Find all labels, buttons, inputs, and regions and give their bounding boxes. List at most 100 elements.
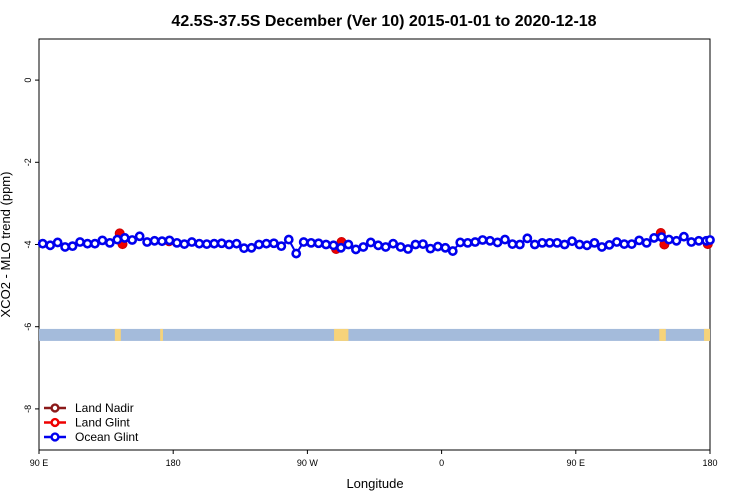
ocean-glint-point-30 — [261, 238, 272, 249]
ocean-glint-point-44 — [365, 237, 376, 248]
ocean-glint-point-76 — [604, 240, 615, 250]
land-segment-3 — [659, 328, 666, 341]
ocean-glint-point-56 — [455, 237, 466, 248]
ocean-glint-point-65 — [522, 233, 533, 244]
ocean-glint-point-74 — [589, 237, 600, 248]
ocean-glint-point-79 — [626, 239, 637, 249]
ocean-glint-point-43 — [358, 242, 369, 252]
ocean-band — [39, 328, 710, 341]
y-axis: 0 -2 -4 -6 -8 — [23, 78, 39, 413]
land-segment-1 — [160, 328, 163, 341]
ocean-glint-point-52 — [425, 243, 436, 254]
ocean-glint-point-66 — [529, 239, 540, 250]
ocean-glint-point-84 — [664, 234, 674, 245]
ocean-glint-point-23 — [209, 238, 220, 249]
ocean-glint-point-24 — [216, 238, 227, 249]
ocean-glint-point-45 — [373, 240, 384, 251]
y-tick-label-1: -2 — [23, 158, 33, 166]
ocean-glint-point-1 — [45, 240, 56, 251]
ocean-glint-point-35 — [298, 237, 309, 247]
ocean-glint-point-81 — [641, 237, 652, 248]
ocean-glint-point-17 — [164, 235, 175, 246]
ocean-glint-point-50 — [410, 239, 421, 250]
ocean-glint-point-64 — [514, 239, 525, 250]
ocean-glint-point-40 — [336, 242, 346, 253]
x-tick-label-0: 90 E — [30, 458, 49, 468]
ocean-glint-point-48 — [395, 242, 406, 252]
ocean-glint-point-85 — [671, 235, 682, 246]
land-segment-0 — [114, 328, 121, 341]
ocean-glint-point-49 — [403, 244, 413, 254]
ocean-glint-point-26 — [231, 238, 242, 249]
ocean-glint-point-25 — [224, 239, 235, 250]
y-tick-label-2: -4 — [23, 240, 33, 248]
legend-item-ocean-glint: Ocean Glint — [44, 430, 139, 444]
x-tick-label-5: 180 — [702, 458, 717, 468]
land-segment-2 — [334, 328, 349, 341]
ocean-glint-point-20 — [186, 237, 197, 247]
ocean-glint-point-60 — [485, 235, 495, 246]
ocean-glint-point-87 — [686, 237, 697, 247]
ocean-glint-point-86 — [679, 231, 689, 242]
y-tick-label-3: -6 — [23, 323, 33, 331]
ocean-glint-point-12 — [127, 235, 138, 245]
ocean-glint-point-63 — [507, 239, 518, 249]
ocean-glint-point-21 — [194, 238, 205, 249]
ocean-glint-point-28 — [246, 242, 257, 253]
ocean-glint-point-14 — [142, 237, 153, 247]
ocean-glint-point-88 — [693, 235, 704, 246]
ocean-glint-point-53 — [432, 241, 443, 252]
ocean-glint-point-7 — [90, 238, 100, 249]
ocean-glint-point-27 — [239, 243, 249, 254]
ocean-glint-point-9 — [104, 237, 115, 248]
ocean-glint-point-16 — [157, 236, 167, 247]
ocean-glint-point-73 — [582, 240, 592, 251]
x-axis-label: Longitude — [346, 476, 403, 491]
legend-marker — [50, 403, 60, 413]
legend-label: Ocean Glint — [75, 430, 139, 444]
series-layer — [37, 227, 715, 259]
ocean-glint-point-42 — [350, 244, 361, 255]
legend-label: Land Glint — [75, 416, 130, 430]
legend-marker — [50, 432, 60, 442]
ocean-glint-point-10 — [112, 234, 123, 245]
x-tick-label-4: 90 E — [567, 458, 586, 468]
ocean-glint-point-31 — [268, 238, 279, 249]
ocean-glint-point-18 — [172, 237, 182, 248]
ocean-glint-point-8 — [97, 235, 108, 246]
ocean-glint-point-77 — [611, 237, 622, 247]
ocean-glint-point-57 — [462, 237, 473, 248]
ocean-glint-point-72 — [574, 239, 585, 250]
ocean-glint-point-75 — [596, 242, 607, 252]
ocean-glint-point-59 — [477, 235, 488, 245]
x-tick-label-1: 180 — [166, 458, 181, 468]
ocean-glint-point-15 — [149, 235, 160, 246]
ocean-glint-point-78 — [619, 239, 630, 249]
ocean-glint-point-0 — [37, 238, 48, 249]
legend-item-land-glint: Land Glint — [44, 416, 130, 430]
ocean-glint-point-13 — [134, 231, 145, 242]
y-axis-label: XCO2 - MLO trend (ppm) — [0, 172, 13, 318]
ocean-glint-point-5 — [75, 237, 85, 247]
ocean-glint-point-69 — [552, 237, 563, 248]
ocean-glint-point-67 — [537, 237, 548, 248]
ocean-glint-point-58 — [470, 237, 481, 247]
y-tick-label-0: 0 — [23, 78, 33, 83]
ocean-glint-point-41 — [343, 239, 354, 250]
x-axis: 90 E 180 90 W 0 90 E 180 — [30, 450, 718, 468]
ocean-glint-point-38 — [321, 239, 331, 250]
ocean-glint-point-71 — [567, 236, 577, 247]
ocean-glint-point-82 — [649, 233, 659, 243]
ocean-glint-point-11 — [119, 233, 130, 243]
ocean-glint-point-29 — [254, 239, 264, 250]
ocean-glint-point-2 — [52, 237, 63, 248]
chart-title: 42.5S-37.5S December (Ver 10) 2015-01-01… — [171, 13, 596, 30]
ocean-glint-point-54 — [440, 242, 451, 253]
ocean-glint-point-6 — [82, 238, 93, 249]
ocean-glint-point-61 — [492, 237, 503, 248]
legend-label: Land Nadir — [75, 401, 134, 415]
series-ocean-glint — [37, 231, 715, 259]
ocean-glint-point-80 — [634, 235, 645, 246]
ocean-glint-point-55 — [447, 246, 458, 256]
